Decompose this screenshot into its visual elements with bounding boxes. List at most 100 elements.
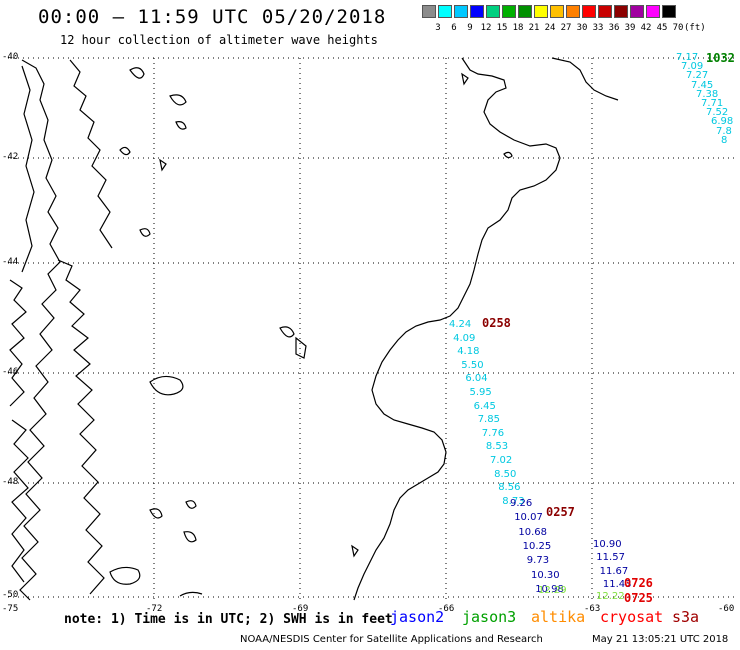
wave-height-value: 10.90 <box>593 539 622 550</box>
wave-height-value: 12.22 <box>596 591 625 602</box>
wave-height-value: 4.18 <box>457 346 480 358</box>
scale-swatch <box>614 5 628 18</box>
credit-line: NOAA/NESDIS Center for Satellite Applica… <box>240 634 543 645</box>
wave-height-value: 7.76 <box>481 427 505 439</box>
lat-label: -48 <box>2 477 19 487</box>
satellite-cryosat: cryosat <box>600 608 664 626</box>
wave-height-value: 7.8 <box>716 125 732 137</box>
coastline-chile <box>9 59 359 601</box>
pass-time-0725: 0725 <box>624 591 653 605</box>
footer-note: note: 1) Time is in UTC; 2) SWH is in fe… <box>64 612 393 627</box>
scale-swatch <box>662 5 676 18</box>
scale-swatch <box>518 5 532 18</box>
wave-height-value: 7.17 <box>676 52 699 63</box>
wave-height-value: 6.45 <box>473 400 496 412</box>
wave-height-value: 12.29 <box>538 585 567 596</box>
wave-height-value: 11.57 <box>596 552 625 564</box>
lon-label: -75 <box>2 604 19 614</box>
scale-swatch <box>646 5 660 18</box>
scale-swatch <box>550 5 564 18</box>
wave-height-value: 8 <box>721 134 728 146</box>
lon-label: -63 <box>584 604 601 614</box>
wave-height-value: 8.53 <box>485 441 509 453</box>
lat-lon-grid <box>8 57 737 600</box>
wave-height-value: 6.98 <box>711 116 734 128</box>
wave-height-value: 7.02 <box>490 455 513 466</box>
scale-label: 42 <box>640 23 652 33</box>
generated-timestamp: May 21 13:05:21 UTC 2018 <box>592 634 729 645</box>
lon-label: -66 <box>438 604 455 614</box>
scale-swatch <box>534 5 548 18</box>
scale-label: 27 <box>560 23 572 33</box>
wave-height-value: 5.50 <box>461 359 484 371</box>
scale-label: 9 <box>467 23 473 33</box>
scale-label: 45 <box>656 23 668 33</box>
scale-swatch <box>422 5 436 18</box>
satellite-jason2: jason2 <box>390 608 445 626</box>
wave-height-value: 7.38 <box>696 88 719 100</box>
scale-label: 21 <box>528 23 540 33</box>
scale-swatch <box>598 5 612 18</box>
wave-height-value: 7.09 <box>681 61 704 73</box>
pass-time-0257: 0257 <box>546 505 575 519</box>
wave-height-value: 8.50 <box>494 468 517 480</box>
wave-height-value: 11.43 <box>602 578 632 590</box>
lat-label: -40 <box>2 52 19 62</box>
scale-label: 39 <box>624 23 636 33</box>
wave-height-value: 7.71 <box>701 98 724 109</box>
wave-height-value: 9.73 <box>526 555 550 567</box>
wave-height-value: 7.52 <box>706 107 729 119</box>
pass-time-0258: 0258 <box>482 316 511 330</box>
lat-label: -46 <box>2 367 19 377</box>
scale-label: 3 <box>435 23 441 33</box>
scale-swatch <box>438 5 452 18</box>
lat-label: -42 <box>2 152 19 162</box>
scale-label: 6 <box>451 23 457 33</box>
scale-label: 30 <box>576 23 588 33</box>
scale-label: 15 <box>496 23 508 33</box>
satellite-jason3: jason3 <box>462 608 517 626</box>
lat-label: -50 <box>2 590 19 600</box>
scale-label: 36 <box>608 23 620 33</box>
satellite-altika: altika <box>531 608 586 626</box>
wave-height-value: 10.25 <box>522 540 552 552</box>
wave-height-value: 9.26 <box>510 498 533 509</box>
scale-unit: (ft) <box>684 23 706 33</box>
map-subtitle: 12 hour collection of altimeter wave hei… <box>60 33 378 47</box>
wave-height-value: 4.24 <box>449 319 472 330</box>
wave-height-value: 4.09 <box>453 332 476 344</box>
pass-time-1032: 1032 <box>706 51 735 65</box>
lat-label: -44 <box>2 257 19 267</box>
scale-swatch <box>502 5 516 18</box>
wave-height-value: 10.07 <box>514 512 543 524</box>
pass-time-0726: 0726 <box>624 576 653 590</box>
map-title: 00:00 – 11:59 UTC 05/20/2018 <box>38 6 387 28</box>
wave-height-value: 10.98 <box>535 583 564 595</box>
wave-height-value: 5.95 <box>469 387 492 398</box>
lon-label: -60 <box>718 604 735 614</box>
scale-label: 24 <box>544 23 556 33</box>
scale-swatch <box>566 5 580 18</box>
lon-label: -69 <box>292 604 309 614</box>
scale-label: 70 <box>672 23 684 33</box>
wave-height-value: 10.68 <box>518 526 548 538</box>
scale-swatch <box>486 5 500 18</box>
wave-height-value: 6.04 <box>465 373 488 385</box>
wave-height-value: 10.30 <box>531 569 560 581</box>
scale-swatch <box>582 5 596 18</box>
scale-label: 33 <box>592 23 604 33</box>
wave-height-value: 7.85 <box>477 414 500 426</box>
coastline-argentina <box>353 57 619 601</box>
wave-height-value: 8.56 <box>498 482 521 494</box>
scale-label: 12 <box>480 23 492 33</box>
wave-height-value: 7.45 <box>691 79 714 91</box>
lon-label: -72 <box>146 604 163 614</box>
scale-label: 18 <box>512 23 524 33</box>
scale-swatch <box>454 5 468 18</box>
scale-swatch <box>470 5 484 18</box>
wave-height-value: 7.27 <box>686 70 709 82</box>
satellite-s3a: s3a <box>672 608 700 626</box>
wave-height-value: 11.67 <box>599 565 629 577</box>
